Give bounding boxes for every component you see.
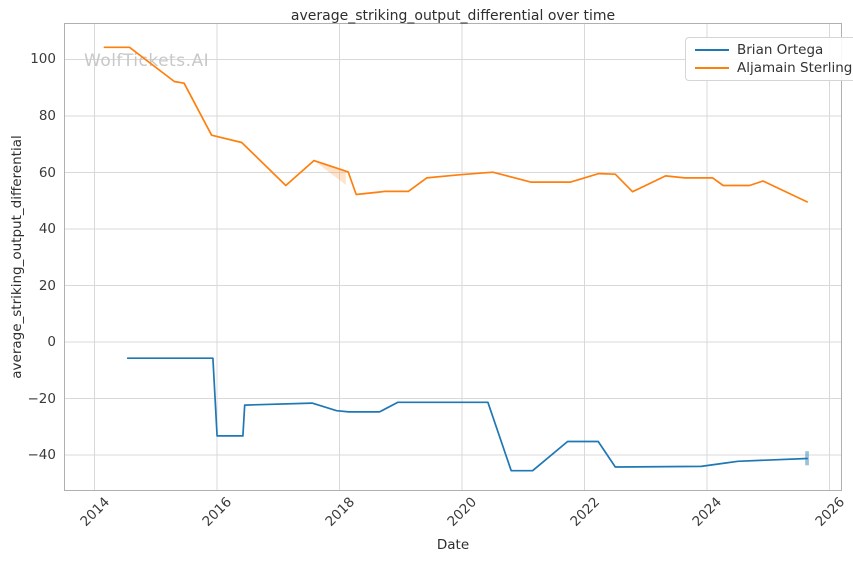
- legend-item: Aljamain Sterling: [695, 61, 852, 75]
- plot-border: [64, 23, 842, 491]
- y-tick-label: 0: [47, 334, 56, 350]
- series-lines: [103, 46, 808, 472]
- x-axis-label: Date: [436, 537, 470, 553]
- y-tick-label: 20: [38, 278, 56, 294]
- legend-label: Aljamain Sterling: [737, 60, 853, 76]
- y-tick-label: −20: [27, 391, 57, 407]
- error-band: [313, 160, 346, 185]
- legend-swatch: [695, 49, 729, 51]
- series-line-aljamain-sterling: [103, 46, 808, 203]
- y-tick-label: 40: [38, 221, 56, 237]
- legend-swatch: [695, 67, 729, 69]
- legend-label: Brian Ortega: [737, 42, 824, 58]
- series-line-brian-ortega: [126, 357, 808, 472]
- y-tick-label: 100: [30, 51, 56, 67]
- error-bands: [313, 160, 809, 466]
- chart-title: average_striking_output_differential ove…: [290, 8, 616, 24]
- legend-item: Brian Ortega: [695, 43, 852, 57]
- legend: Brian Ortega Aljamain Sterling: [685, 37, 853, 81]
- y-tick-label: 80: [38, 108, 56, 124]
- y-tick-label: −40: [27, 447, 57, 463]
- gridlines: [64, 23, 842, 491]
- y-tick-label: 60: [38, 165, 56, 181]
